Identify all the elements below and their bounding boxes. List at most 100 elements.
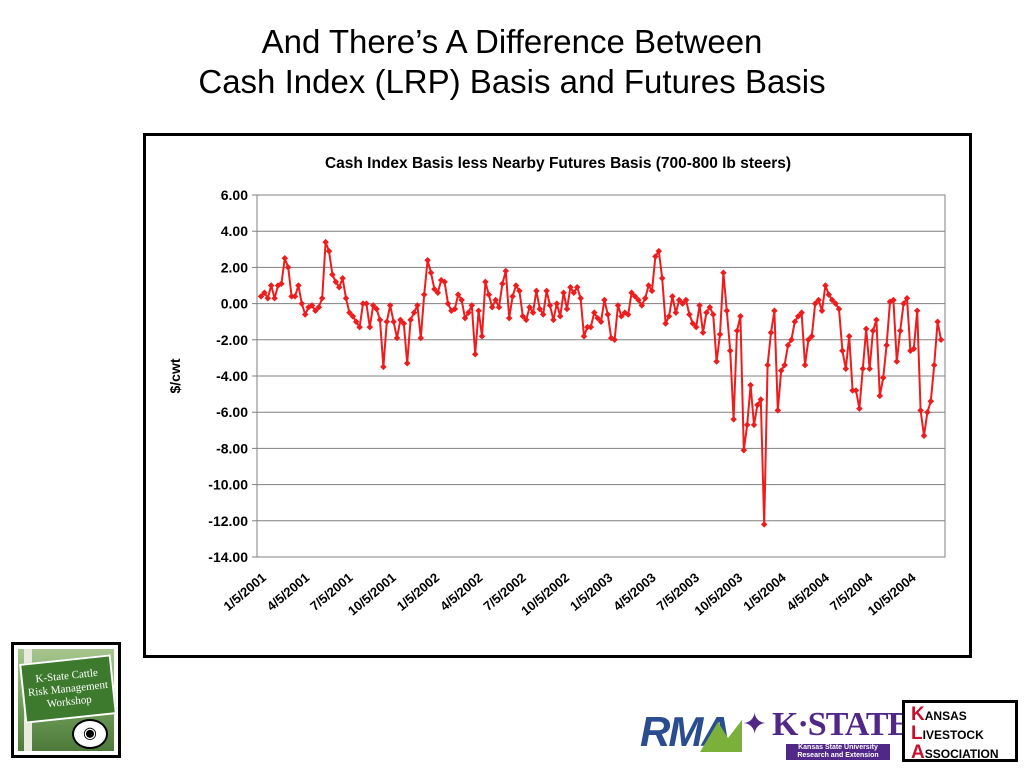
data-point [318, 294, 326, 302]
x-tick-label: 10/5/2001 [345, 570, 399, 619]
data-point [329, 271, 336, 278]
data-point [879, 374, 887, 382]
kla-line2-rest: IVESTOCK [922, 728, 984, 742]
data-point [553, 300, 561, 307]
data-point [390, 318, 397, 325]
data-point [519, 313, 527, 320]
data-point [893, 358, 901, 365]
data-point [475, 307, 482, 315]
data-point [346, 309, 353, 316]
data-point [869, 327, 877, 334]
line-chart: Cash Index Basis less Nearby Futures Bas… [167, 155, 946, 619]
slide-title-line2: Cash Index (LRP) Basis and Futures Basis [198, 63, 826, 100]
wildcat-icon: ✦ [742, 708, 768, 741]
data-point [897, 327, 904, 334]
data-point [801, 361, 809, 369]
data-point [271, 294, 278, 302]
y-tick-label: 0.00 [221, 296, 248, 312]
data-point [849, 387, 856, 394]
data-point [689, 320, 697, 327]
data-point [383, 318, 391, 325]
data-point [380, 363, 387, 371]
data-point [815, 296, 822, 304]
data-point [556, 313, 564, 320]
data-point [628, 289, 635, 296]
data-point [754, 401, 761, 409]
data-point [920, 432, 928, 439]
x-tick-label: 1/5/2001 [221, 570, 269, 614]
data-point [356, 323, 363, 331]
data-point [359, 300, 367, 307]
data-point [444, 300, 452, 307]
y-tick-label: 4.00 [221, 223, 248, 239]
data-point [692, 323, 700, 331]
data-point [811, 300, 819, 307]
data-point [679, 300, 686, 307]
data-point [842, 365, 850, 373]
x-tick-label: 10/5/2003 [691, 570, 745, 619]
data-point [822, 282, 829, 289]
kla-line2: LIVESTOCK [911, 724, 1015, 744]
data-point [465, 309, 472, 316]
data-point [512, 282, 520, 289]
data-point [699, 329, 707, 336]
data-point [852, 387, 860, 394]
data-point [723, 307, 731, 315]
chart-frame: Cash Index Basis less Nearby Futures Bas… [143, 133, 972, 658]
data-point [873, 316, 880, 324]
x-tick-label: 10/5/2002 [518, 570, 572, 619]
data-point [591, 309, 598, 316]
x-tick-label: 1/5/2002 [394, 570, 442, 614]
data-point [655, 247, 663, 255]
data-point [832, 300, 839, 307]
data-point [791, 318, 799, 325]
data-point [509, 293, 516, 300]
data-point [485, 291, 493, 298]
kla-line1: KANSAS [911, 705, 1015, 725]
data-point [862, 325, 870, 333]
data-point [441, 278, 448, 286]
workshop-logo: K-State Cattle Risk Management Workshop … [11, 642, 121, 758]
kstate-sub2: Research and Extension [797, 752, 879, 759]
data-point [301, 311, 309, 318]
data-point [284, 264, 292, 271]
data-point [492, 296, 499, 304]
data-point [839, 347, 846, 354]
data-point [295, 282, 302, 289]
data-point [618, 313, 625, 320]
data-point [577, 294, 584, 302]
data-point [743, 421, 751, 429]
x-tick-label: 4/5/2004 [784, 569, 833, 614]
data-point [930, 361, 938, 369]
data-point [924, 408, 931, 416]
data-point [495, 303, 503, 311]
data-point [730, 416, 737, 423]
kla-line3: ASSOCIATION [911, 743, 1015, 763]
data-point [332, 278, 340, 286]
data-point [903, 294, 911, 302]
data-point [567, 284, 574, 291]
y-axis-label: $/cwt [167, 358, 183, 393]
data-point [913, 307, 921, 315]
kla-line3-rest: SSOCIATION [924, 747, 999, 761]
data-point [720, 269, 727, 277]
data-point [740, 446, 748, 454]
x-tick-label: 1/5/2003 [567, 570, 615, 614]
data-point [393, 334, 401, 342]
data-point [747, 381, 754, 389]
data-point [611, 336, 618, 344]
x-tick-label: 4/5/2001 [264, 570, 312, 614]
data-point [291, 293, 299, 300]
data-point [587, 323, 595, 331]
data-point [322, 238, 329, 246]
data-point [737, 313, 744, 320]
data-point [278, 280, 285, 287]
data-point [669, 293, 676, 300]
y-tick-label: -12.00 [208, 513, 248, 529]
data-point [777, 367, 785, 374]
kla-logo: KANSAS LIVESTOCK ASSOCIATION [902, 700, 1018, 762]
data-point [716, 331, 724, 338]
data-point [482, 278, 489, 286]
data-point [451, 305, 459, 313]
series-line [260, 241, 942, 526]
